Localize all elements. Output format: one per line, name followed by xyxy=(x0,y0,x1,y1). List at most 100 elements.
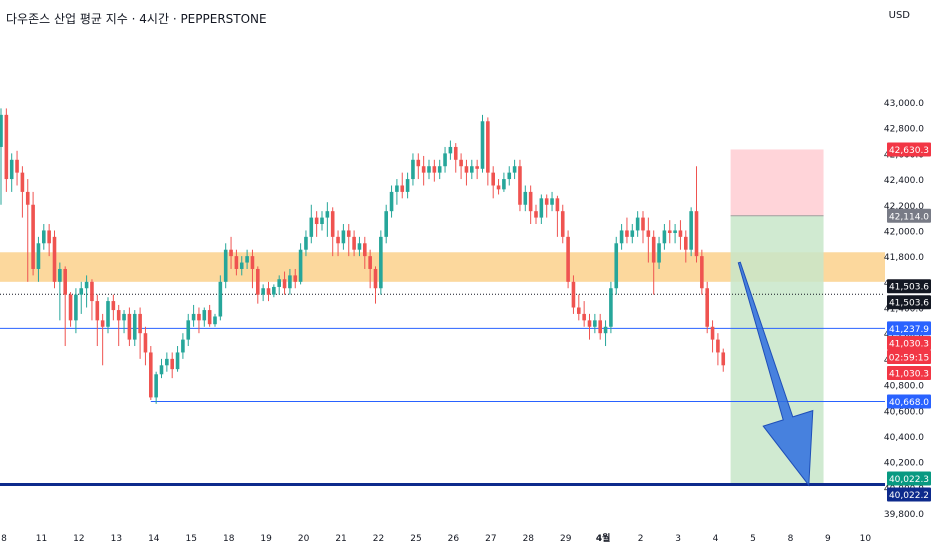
candle[interactable] xyxy=(52,230,57,289)
candle[interactable] xyxy=(598,313,602,340)
candle[interactable] xyxy=(111,294,116,321)
candle[interactable] xyxy=(84,275,89,308)
candle[interactable] xyxy=(25,179,30,282)
candle[interactable] xyxy=(432,159,437,182)
candle[interactable] xyxy=(202,307,207,327)
candle[interactable] xyxy=(47,224,51,257)
candle[interactable] xyxy=(544,194,549,218)
candle[interactable] xyxy=(448,140,453,160)
candle[interactable] xyxy=(593,313,597,334)
candle[interactable] xyxy=(213,313,217,327)
candle[interactable] xyxy=(689,207,693,257)
candle[interactable] xyxy=(534,204,538,225)
candle[interactable] xyxy=(191,304,196,327)
candle[interactable] xyxy=(154,371,158,404)
candle[interactable] xyxy=(132,310,137,347)
candle[interactable] xyxy=(384,204,388,244)
candle[interactable] xyxy=(416,153,421,180)
candle[interactable] xyxy=(625,217,629,244)
candle[interactable] xyxy=(421,155,426,186)
candle[interactable] xyxy=(528,185,533,225)
candle[interactable] xyxy=(437,159,442,180)
candle[interactable] xyxy=(170,352,174,379)
candle[interactable] xyxy=(368,249,372,289)
candle[interactable] xyxy=(0,108,3,205)
candle[interactable] xyxy=(320,211,324,231)
candle[interactable] xyxy=(459,153,463,180)
candle[interactable] xyxy=(256,266,260,304)
candle[interactable] xyxy=(464,159,469,186)
candle[interactable] xyxy=(309,204,314,244)
candle[interactable] xyxy=(646,217,651,263)
candle[interactable] xyxy=(143,326,148,366)
candle[interactable] xyxy=(710,320,715,353)
candle[interactable] xyxy=(106,297,110,334)
candle[interactable] xyxy=(662,224,667,250)
candle[interactable] xyxy=(363,236,367,269)
candle[interactable] xyxy=(223,243,228,289)
candle[interactable] xyxy=(705,281,709,334)
candle[interactable] xyxy=(389,185,394,218)
candle[interactable] xyxy=(512,159,517,180)
candle[interactable] xyxy=(694,166,699,263)
candle[interactable] xyxy=(165,352,169,372)
candle[interactable] xyxy=(330,207,335,257)
candle[interactable] xyxy=(9,153,14,192)
candle[interactable] xyxy=(197,307,201,334)
currency-label[interactable]: USD xyxy=(888,10,910,21)
candle[interactable] xyxy=(395,179,399,205)
candle[interactable] xyxy=(502,172,506,192)
candle[interactable] xyxy=(630,224,635,244)
candle[interactable] xyxy=(282,271,287,295)
candle[interactable] xyxy=(175,346,180,372)
candle[interactable] xyxy=(127,307,132,347)
candle[interactable] xyxy=(277,275,281,295)
candle[interactable] xyxy=(566,230,570,289)
candle[interactable] xyxy=(657,236,661,269)
candle[interactable] xyxy=(641,211,645,244)
candle[interactable] xyxy=(266,281,271,302)
candle[interactable] xyxy=(716,333,720,366)
candle[interactable] xyxy=(68,292,73,327)
candle[interactable] xyxy=(79,281,84,314)
candle[interactable] xyxy=(577,294,581,321)
candle[interactable] xyxy=(245,249,249,269)
candle[interactable] xyxy=(63,266,67,347)
candle[interactable] xyxy=(218,275,223,321)
candle[interactable] xyxy=(229,236,233,269)
candle[interactable] xyxy=(116,304,121,347)
candle[interactable] xyxy=(149,346,153,400)
candle[interactable] xyxy=(234,249,239,276)
candle[interactable] xyxy=(427,159,431,180)
candle[interactable] xyxy=(4,108,9,192)
candle[interactable] xyxy=(603,320,608,347)
candle[interactable] xyxy=(346,224,351,257)
candle[interactable] xyxy=(507,166,512,186)
candle[interactable] xyxy=(491,166,495,199)
candle[interactable] xyxy=(293,268,298,289)
candle[interactable] xyxy=(587,313,592,340)
candle[interactable] xyxy=(181,333,185,359)
candle[interactable] xyxy=(90,279,94,321)
candle[interactable] xyxy=(298,243,303,285)
candle[interactable] xyxy=(480,114,485,173)
candle[interactable] xyxy=(453,143,458,173)
candle[interactable] xyxy=(411,153,415,186)
candle[interactable] xyxy=(207,304,212,327)
candle[interactable] xyxy=(486,117,490,186)
candle[interactable] xyxy=(122,310,126,334)
candle[interactable] xyxy=(357,236,362,257)
candle[interactable] xyxy=(138,307,142,359)
candle[interactable] xyxy=(560,204,565,244)
candle[interactable] xyxy=(496,179,501,195)
candle[interactable] xyxy=(352,230,356,257)
candle[interactable] xyxy=(36,236,41,282)
candle[interactable] xyxy=(678,220,683,250)
candle[interactable] xyxy=(250,249,255,289)
candle[interactable] xyxy=(700,249,704,295)
candle[interactable] xyxy=(341,224,346,250)
candle[interactable] xyxy=(684,230,688,263)
candle[interactable] xyxy=(239,256,244,276)
candle[interactable] xyxy=(336,230,340,257)
